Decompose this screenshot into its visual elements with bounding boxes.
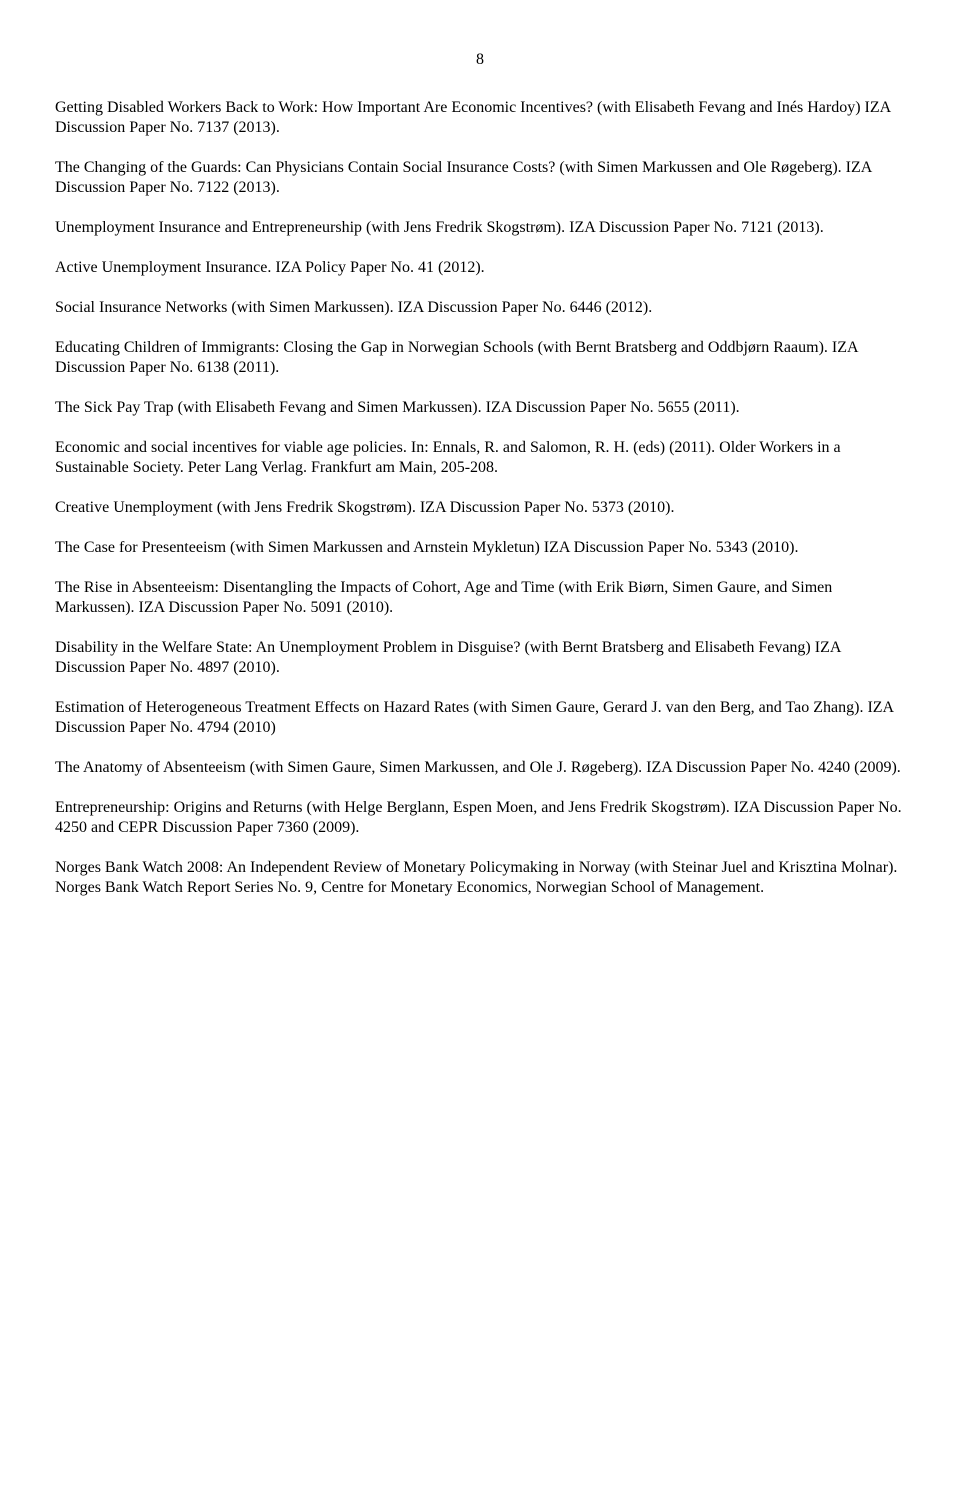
reference-item: Norges Bank Watch 2008: An Independent R… bbox=[55, 858, 905, 898]
reference-item: The Anatomy of Absenteeism (with Simen G… bbox=[55, 758, 905, 778]
reference-item: Getting Disabled Workers Back to Work: H… bbox=[55, 98, 905, 138]
reference-item: Estimation of Heterogeneous Treatment Ef… bbox=[55, 698, 905, 738]
reference-item: Social Insurance Networks (with Simen Ma… bbox=[55, 298, 905, 318]
reference-item: Disability in the Welfare State: An Unem… bbox=[55, 638, 905, 678]
reference-item: The Sick Pay Trap (with Elisabeth Fevang… bbox=[55, 398, 905, 418]
references-list: Getting Disabled Workers Back to Work: H… bbox=[55, 98, 905, 898]
reference-item: Entrepreneurship: Origins and Returns (w… bbox=[55, 798, 905, 838]
reference-item: Creative Unemployment (with Jens Fredrik… bbox=[55, 498, 905, 518]
reference-item: Economic and social incentives for viabl… bbox=[55, 438, 905, 478]
reference-item: Active Unemployment Insurance. IZA Polic… bbox=[55, 258, 905, 278]
reference-item: The Changing of the Guards: Can Physicia… bbox=[55, 158, 905, 198]
reference-item: The Rise in Absenteeism: Disentangling t… bbox=[55, 578, 905, 618]
reference-item: Unemployment Insurance and Entrepreneurs… bbox=[55, 218, 905, 238]
page-number: 8 bbox=[55, 50, 905, 70]
reference-item: Educating Children of Immigrants: Closin… bbox=[55, 338, 905, 378]
reference-item: The Case for Presenteeism (with Simen Ma… bbox=[55, 538, 905, 558]
